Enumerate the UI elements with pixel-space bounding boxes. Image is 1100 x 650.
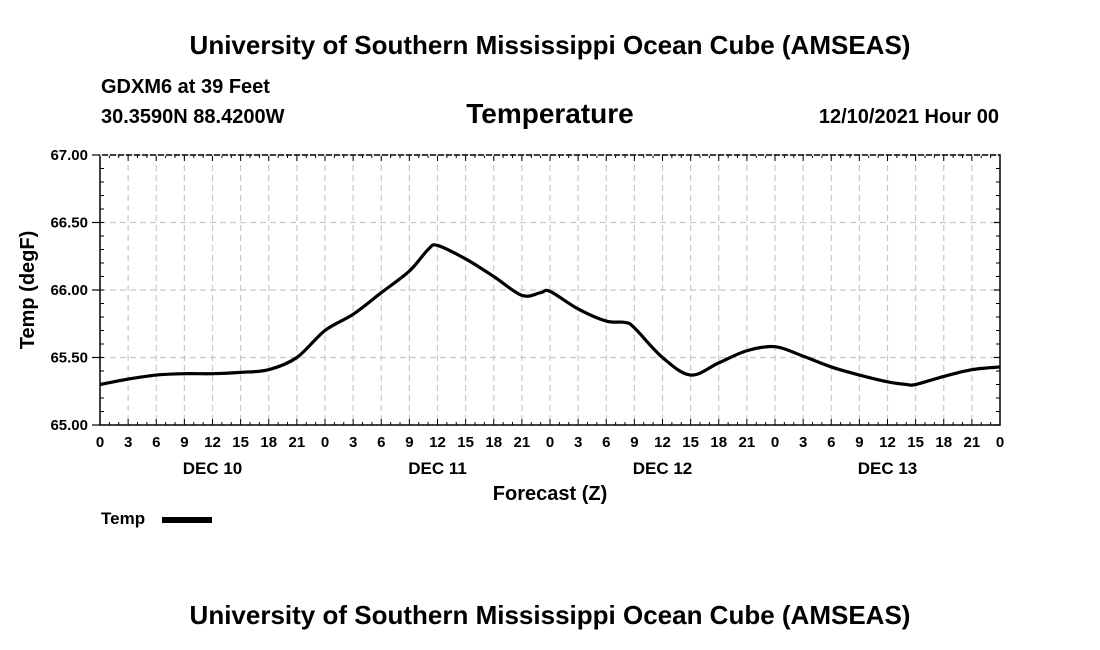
y-axis-label: Temp (degF) bbox=[17, 231, 39, 350]
day-label: DEC 12 bbox=[633, 459, 693, 478]
x-tick-label: 18 bbox=[260, 434, 277, 451]
x-tick-label: 0 bbox=[96, 434, 104, 451]
x-tick-label: 12 bbox=[429, 434, 446, 451]
station-label: GDXM6 at 39 Feet bbox=[101, 76, 270, 98]
y-tick-label: 67.00 bbox=[50, 147, 88, 164]
x-tick-label: 15 bbox=[232, 434, 249, 451]
y-tick-label: 65.50 bbox=[50, 350, 88, 367]
x-tick-label: 9 bbox=[630, 434, 638, 451]
x-tick-label: 0 bbox=[546, 434, 554, 451]
page-title-top: University of Southern Mississippi Ocean… bbox=[189, 30, 911, 60]
legend-swatch bbox=[162, 517, 212, 523]
legend-label: Temp bbox=[101, 509, 146, 528]
x-tick-label: 18 bbox=[485, 434, 502, 451]
x-tick-label: 21 bbox=[514, 434, 531, 451]
x-tick-label: 18 bbox=[935, 434, 952, 451]
x-tick-label: 9 bbox=[180, 434, 188, 451]
x-tick-label: 3 bbox=[574, 434, 582, 451]
x-tick-label: 21 bbox=[964, 434, 981, 451]
day-label: DEC 10 bbox=[183, 459, 243, 478]
x-axis-label: Forecast (Z) bbox=[493, 483, 607, 505]
x-tick-label: 12 bbox=[879, 434, 896, 451]
page-title-bottom: University of Southern Mississippi Ocean… bbox=[189, 600, 911, 630]
location-label: 30.3590N 88.4200W bbox=[101, 106, 285, 128]
x-tick-label: 9 bbox=[405, 434, 413, 451]
x-tick-label: 15 bbox=[907, 434, 924, 451]
y-tick-label: 66.50 bbox=[50, 215, 88, 232]
day-label: DEC 11 bbox=[408, 459, 467, 478]
x-tick-label: 21 bbox=[739, 434, 756, 451]
x-tick-label: 6 bbox=[602, 434, 610, 451]
x-tick-label: 15 bbox=[457, 434, 474, 451]
x-tick-label: 3 bbox=[349, 434, 357, 451]
x-tick-label: 6 bbox=[152, 434, 160, 451]
x-tick-label: 21 bbox=[289, 434, 306, 451]
y-tick-label: 65.00 bbox=[50, 417, 88, 434]
x-tick-label: 9 bbox=[855, 434, 863, 451]
x-tick-label: 6 bbox=[377, 434, 385, 451]
run-time-label: 12/10/2021 Hour 00 bbox=[818, 106, 999, 128]
chart-title: Temperature bbox=[466, 98, 634, 129]
x-tick-label: 3 bbox=[799, 434, 807, 451]
x-tick-label: 12 bbox=[204, 434, 221, 451]
x-tick-label: 18 bbox=[710, 434, 727, 451]
x-tick-label: 0 bbox=[996, 434, 1004, 451]
x-tick-label: 0 bbox=[771, 434, 779, 451]
day-label: DEC 13 bbox=[858, 459, 918, 478]
x-tick-label: 3 bbox=[124, 434, 132, 451]
series-line-temp bbox=[99, 243, 1001, 387]
x-tick-label: 12 bbox=[654, 434, 671, 451]
y-tick-label: 66.00 bbox=[50, 282, 88, 299]
x-tick-label: 15 bbox=[682, 434, 699, 451]
x-tick-label: 6 bbox=[827, 434, 835, 451]
x-tick-label: 0 bbox=[321, 434, 329, 451]
